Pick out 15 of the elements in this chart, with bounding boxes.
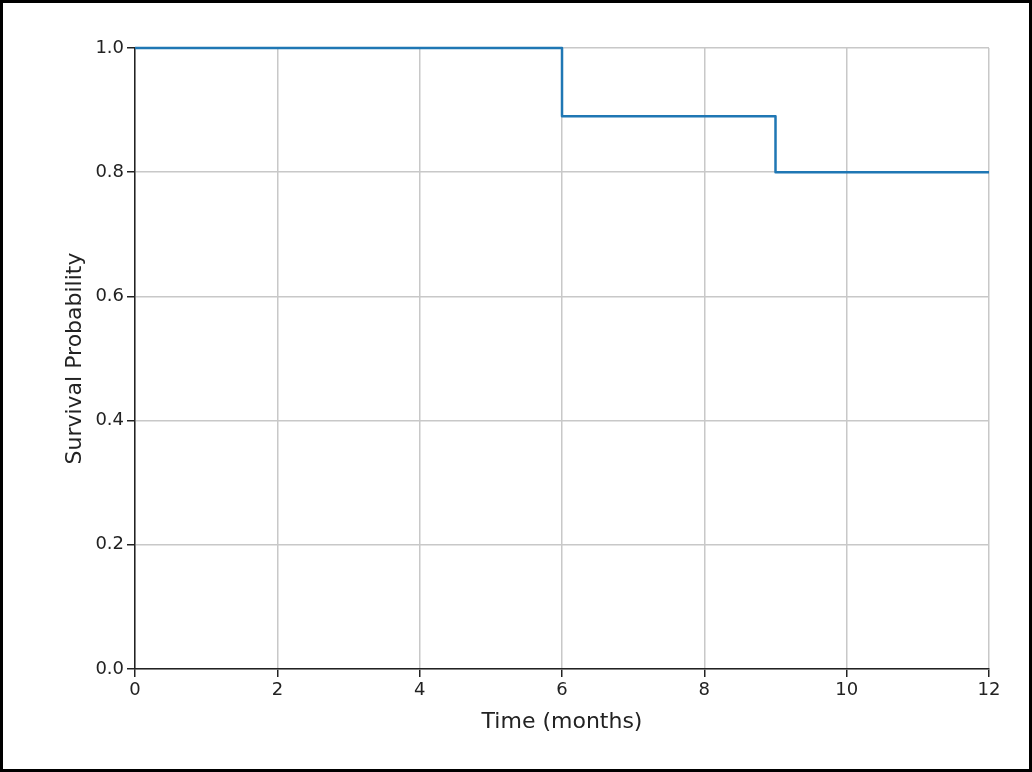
x-tick-label: 2: [271, 678, 284, 700]
y-tick-label: 0.2: [95, 532, 125, 554]
x-tick-label: 4: [413, 678, 426, 700]
y-tick-label: 0.6: [95, 284, 125, 306]
y-tick-label: 0.0: [95, 656, 125, 678]
y-tick-label: 0.8: [95, 159, 125, 181]
x-axis-title: Time (months): [480, 707, 643, 733]
y-tick-label: 0.4: [95, 408, 125, 430]
y-axis-title: Survival Probability: [60, 252, 86, 465]
x-tick-label: 6: [556, 678, 568, 700]
x-tick-label: 10: [835, 678, 859, 700]
x-tick-label: 8: [698, 678, 711, 700]
x-tick-label: 0: [129, 678, 141, 700]
x-tick-label: 12: [977, 678, 1001, 700]
y-tick-label: 1.0: [95, 35, 125, 57]
